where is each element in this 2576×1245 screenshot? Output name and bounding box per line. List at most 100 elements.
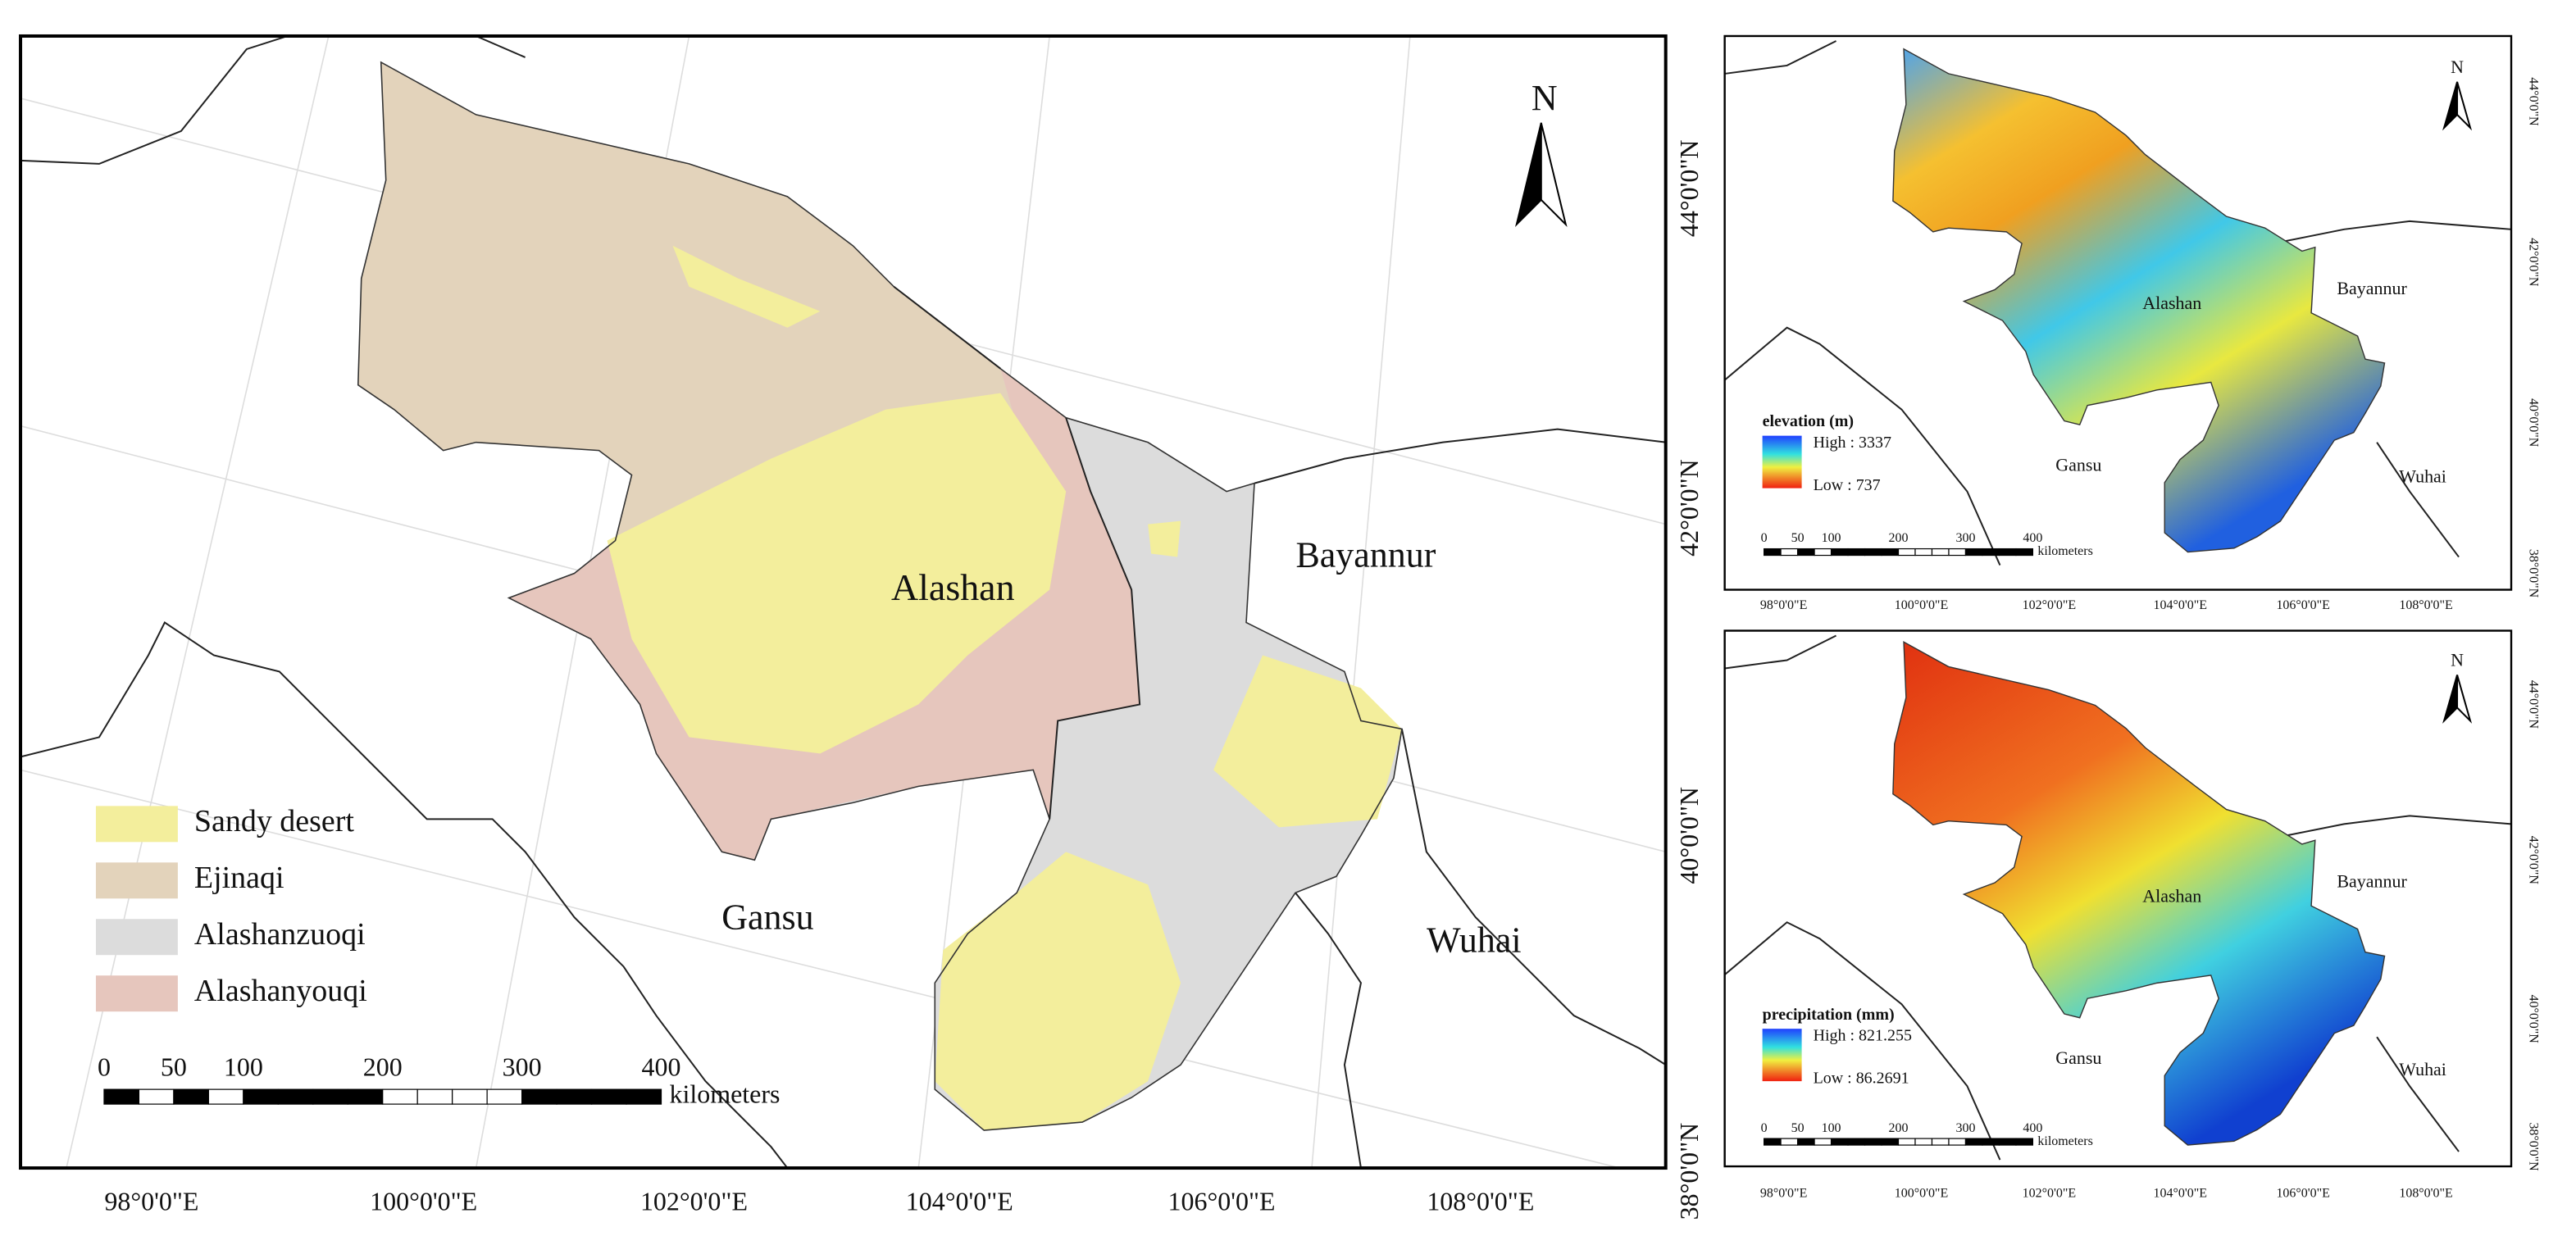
longitude-label: 98°0'0"E — [104, 1187, 198, 1215]
scale-bar-segment — [1964, 548, 1983, 557]
north-arrow — [2442, 81, 2459, 131]
scale-bar-segment — [1914, 548, 1933, 557]
elevation-map-frame — [1723, 34, 2513, 591]
longitude-label: 98°0'0"E — [1760, 598, 1807, 612]
scale-bar-segment — [1864, 548, 1882, 557]
scale-bar-segment — [1897, 1138, 1916, 1146]
elevation-map-body — [1724, 40, 2512, 566]
scale-bar-segment — [486, 1088, 523, 1105]
ejinaqi-area — [357, 61, 1017, 541]
scale-bar-segment — [1982, 548, 2000, 557]
scale-bar-segment — [452, 1088, 488, 1105]
longitude-label: 100°0'0"E — [1895, 1187, 1948, 1201]
region-label: Alashan — [2142, 885, 2201, 906]
region-label: Gansu — [2055, 455, 2101, 475]
scale-bar-segment — [1881, 1138, 1900, 1146]
north-arrow — [2456, 675, 2473, 724]
scale-bar-label: 100 — [1822, 531, 1841, 545]
scale-bar-segment — [347, 1088, 384, 1105]
scale-bar-segment — [590, 1088, 627, 1105]
latitude-label: 42°0'0"N — [2526, 238, 2540, 287]
legend-low: Low : 737 — [1814, 476, 1881, 494]
latitude-label: 42°0'0"N — [1675, 459, 1704, 557]
north-label: N — [2451, 650, 2464, 670]
longitude-label: 106°0'0"E — [2276, 598, 2329, 612]
legend-swatch — [95, 919, 178, 956]
longitude-label: 102°0'0"E — [640, 1187, 748, 1215]
scale-bar-segment — [1764, 548, 1782, 557]
scale-bar-segment — [1964, 1138, 1983, 1146]
scale-bar-segment — [1814, 1138, 1832, 1146]
region-label: Wuhai — [2399, 466, 2446, 487]
scale-bar-unit: kilometers — [2037, 1134, 2092, 1148]
scale-bar-label: 200 — [1889, 531, 1909, 545]
scale-bar-segment — [243, 1088, 279, 1105]
scale-bar-segment — [1998, 548, 2017, 557]
longitude-label: 102°0'0"E — [2023, 598, 2076, 612]
scale-bar-segment — [103, 1088, 140, 1105]
north-arrow — [1515, 122, 1542, 228]
scale-bar-label: 0 — [1761, 1121, 1768, 1135]
main-map-frame — [19, 34, 1668, 1170]
scale-bar-segment — [1897, 548, 1916, 557]
north-arrow — [2456, 81, 2473, 131]
latitude-label: 42°0'0"N — [2526, 836, 2540, 885]
region-label: Wuhai — [1427, 920, 1521, 960]
scale-bar-segment — [1864, 1138, 1882, 1146]
latitude-label: 44°0'0"N — [1675, 140, 1704, 238]
north-arrow — [1540, 122, 1568, 228]
longitude-label: 102°0'0"E — [2023, 1187, 2076, 1201]
region-label: Wuhai — [2399, 1059, 2446, 1079]
longitude-label: 104°0'0"E — [2154, 598, 2207, 612]
scale-bar-segment — [1881, 548, 1900, 557]
scale-bar-label: 50 — [1791, 531, 1805, 545]
region-label: Bayannur — [2337, 278, 2407, 298]
scale-bar-label: 300 — [503, 1052, 542, 1081]
latitude-label: 40°0'0"N — [2526, 995, 2540, 1044]
legend-title: elevation (m) — [1763, 412, 1854, 430]
legend-label: Ejinaqi — [194, 861, 284, 895]
scale-bar-segment — [312, 1088, 348, 1105]
scale-bar-segment — [1830, 1138, 1849, 1146]
region-label: Bayannur — [1295, 535, 1436, 575]
region-label: Bayannur — [2337, 870, 2407, 891]
scale-bar-label: 300 — [1955, 1121, 1975, 1135]
scale-bar-unit: kilometers — [669, 1079, 780, 1108]
region-label: Alashan — [891, 566, 1015, 608]
region-label: Gansu — [721, 897, 813, 937]
scale-bar-label: 100 — [1822, 1121, 1841, 1135]
scale-bar-segment — [1796, 1138, 1815, 1146]
legend-high: High : 821.255 — [1814, 1027, 1912, 1045]
longitude-label: 104°0'0"E — [906, 1187, 1013, 1215]
scale-bar-segment — [1780, 548, 1799, 557]
longitude-label: 98°0'0"E — [1760, 1187, 1807, 1201]
scale-bar-label: 50 — [161, 1052, 187, 1081]
longitude-label: 100°0'0"E — [370, 1187, 477, 1215]
region-label: Gansu — [2055, 1047, 2101, 1068]
scale-bar-segment — [1764, 1138, 1782, 1146]
precipitation-map-frame — [1723, 629, 2513, 1168]
scale-bar-label: 0 — [1761, 531, 1768, 545]
legend-label: Alashanzuoqi — [194, 917, 366, 952]
scale-bar-segment — [626, 1088, 662, 1105]
scale-bar-segment — [1780, 1138, 1799, 1146]
latitude-label: 38°0'0"N — [1675, 1123, 1704, 1220]
scale-bar-segment — [1948, 548, 1967, 557]
legend-label: Sandy desert — [194, 804, 355, 838]
scale-bar-segment — [1931, 548, 1950, 557]
longitude-label: 106°0'0"E — [1168, 1187, 1276, 1215]
scale-bar-segment — [1814, 548, 1832, 557]
scale-bar-segment — [277, 1088, 314, 1105]
legend-swatch — [95, 975, 178, 1012]
latitude-label: 44°0'0"N — [2526, 680, 2540, 729]
scale-bar-segment — [1982, 1138, 2000, 1146]
scale-bar-label: 400 — [2023, 531, 2042, 545]
longitude-label: 108°0'0"E — [1427, 1187, 1534, 1215]
scale-bar-segment — [382, 1088, 418, 1105]
latitude-label: 40°0'0"N — [2526, 398, 2540, 448]
scale-bar-segment — [1847, 548, 1866, 557]
scale-bar-segment — [1796, 548, 1815, 557]
longitude-label: 108°0'0"E — [2399, 598, 2452, 612]
